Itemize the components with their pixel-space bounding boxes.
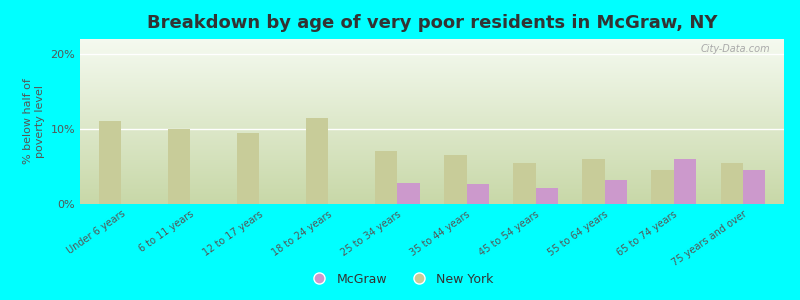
Bar bbox=[535, 188, 558, 204]
Bar bbox=[445, 155, 466, 204]
Bar bbox=[721, 163, 742, 204]
Legend: McGraw, New York: McGraw, New York bbox=[302, 268, 498, 291]
Title: Breakdown by age of very poor residents in McGraw, NY: Breakdown by age of very poor residents … bbox=[146, 14, 718, 32]
Bar bbox=[582, 159, 605, 204]
Y-axis label: % below half of
poverty level: % below half of poverty level bbox=[23, 79, 45, 164]
Bar bbox=[651, 170, 674, 204]
Bar bbox=[375, 152, 398, 204]
Text: City-Data.com: City-Data.com bbox=[700, 44, 770, 54]
Bar bbox=[168, 129, 190, 204]
Bar bbox=[742, 170, 765, 204]
Bar bbox=[99, 122, 122, 204]
Bar bbox=[514, 163, 535, 204]
Bar bbox=[238, 133, 259, 204]
Bar bbox=[466, 184, 489, 204]
Bar bbox=[306, 118, 329, 204]
Bar bbox=[398, 183, 419, 204]
Bar bbox=[674, 159, 696, 204]
Bar bbox=[605, 180, 626, 204]
